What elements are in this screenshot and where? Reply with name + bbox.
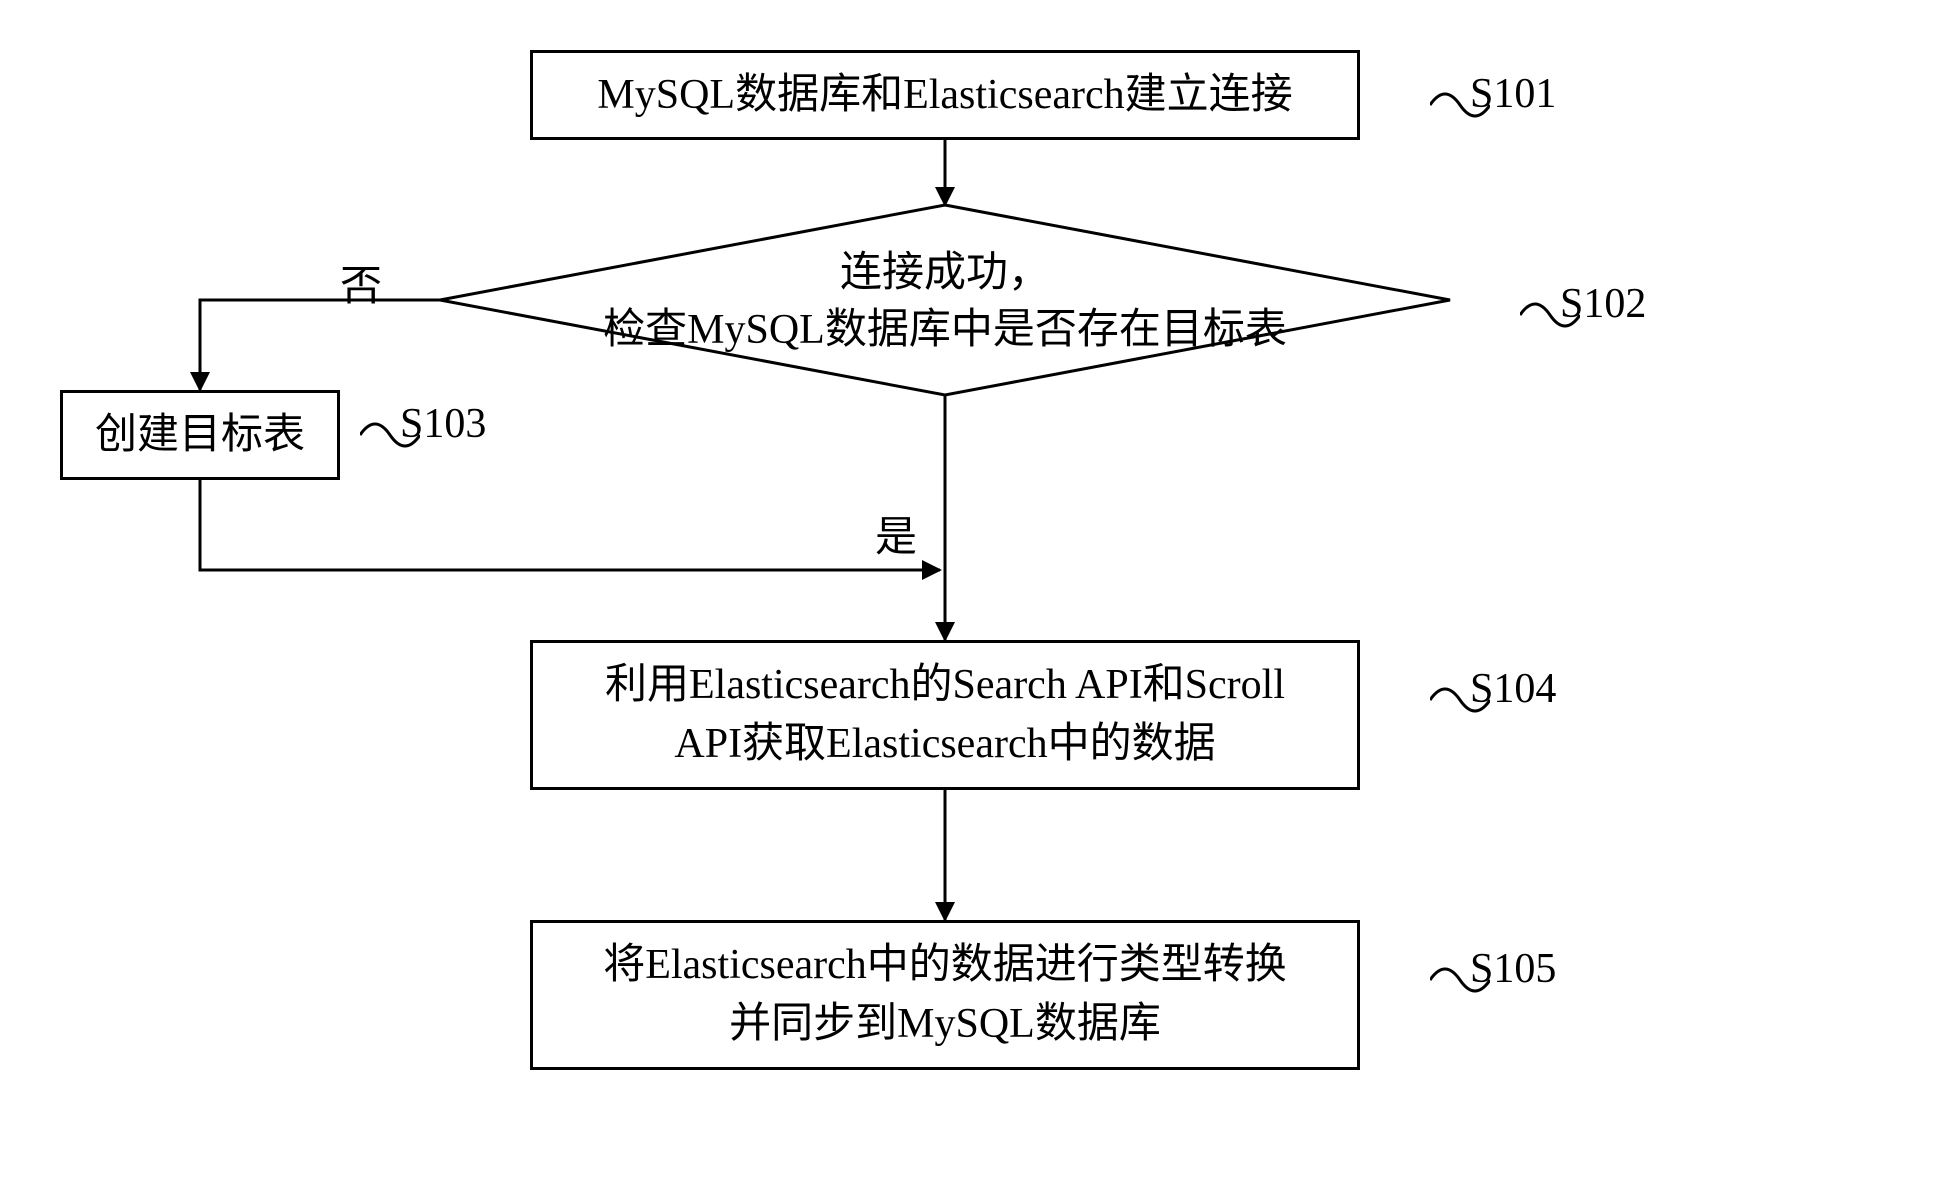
squiggle-s101-icon xyxy=(1430,85,1490,125)
edges-svg xyxy=(0,0,1939,1187)
edge-label-yes: 是 xyxy=(875,503,917,564)
squiggle-s104-icon xyxy=(1430,680,1490,720)
squiggle-s103-icon xyxy=(360,415,420,455)
squiggle-s105-icon xyxy=(1430,960,1490,1000)
edge-label-no: 否 xyxy=(340,252,382,313)
squiggle-s102-icon xyxy=(1520,295,1580,335)
